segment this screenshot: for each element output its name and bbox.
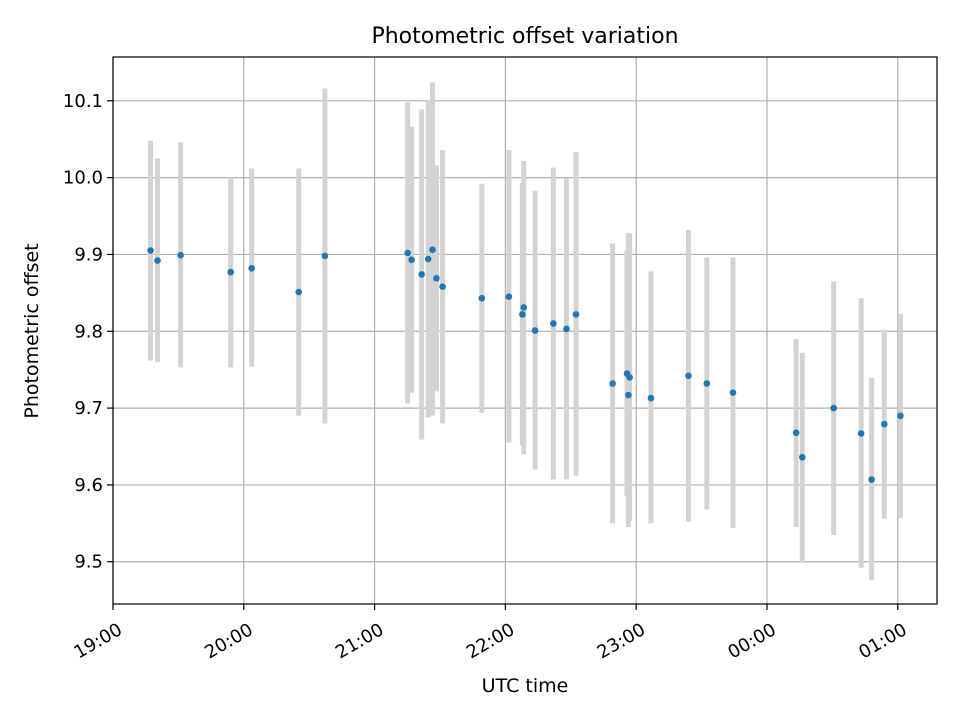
data-point <box>505 293 513 300</box>
data-point <box>550 320 557 327</box>
data-point <box>647 394 655 402</box>
data-point <box>897 412 904 420</box>
data-point <box>880 420 888 428</box>
data-point <box>572 311 580 318</box>
data-point <box>404 249 411 257</box>
data-point <box>609 380 616 387</box>
data-point <box>626 374 633 381</box>
data-point <box>531 327 539 334</box>
data-point <box>227 268 235 276</box>
data-point <box>703 380 711 387</box>
data-point <box>830 404 837 412</box>
plot-frame <box>112 56 938 605</box>
data-point <box>520 304 527 311</box>
data-point <box>408 256 415 264</box>
y-tick-label: 9.5 <box>74 552 103 573</box>
data-point <box>625 391 632 399</box>
data-point <box>439 283 446 291</box>
data-point <box>147 247 154 254</box>
data-point <box>154 257 161 264</box>
y-tick-label: 10.1 <box>63 91 103 112</box>
data-point <box>519 311 526 318</box>
data-point <box>433 274 440 282</box>
data-point <box>418 271 425 278</box>
data-point <box>563 325 570 333</box>
data-point <box>321 252 329 260</box>
y-tick-label: 9.7 <box>74 398 103 419</box>
data-point <box>478 294 486 302</box>
y-tick-label: 9.8 <box>74 321 103 342</box>
y-tick-label: 9.6 <box>74 475 103 496</box>
data-points <box>147 246 904 483</box>
data-point <box>798 453 806 461</box>
data-point <box>429 246 436 254</box>
data-point <box>248 264 255 272</box>
chart-title: Photometric offset variation <box>371 24 678 49</box>
data-point <box>868 476 875 483</box>
data-point <box>177 251 184 259</box>
data-point <box>424 255 432 263</box>
data-point <box>685 372 692 380</box>
data-point <box>729 389 737 397</box>
data-point <box>295 288 303 296</box>
y-axis-label: Photometric offset <box>21 243 43 418</box>
y-axis-ticks: 9.5 9.6 9.7 9.8 9.9 10.0 10.1 <box>63 91 113 573</box>
data-point <box>792 429 800 436</box>
y-tick-label: 9.9 <box>74 244 103 265</box>
x-axis-label: UTC time <box>482 675 569 697</box>
y-tick-label: 10.0 <box>63 168 103 189</box>
data-point <box>857 430 865 437</box>
